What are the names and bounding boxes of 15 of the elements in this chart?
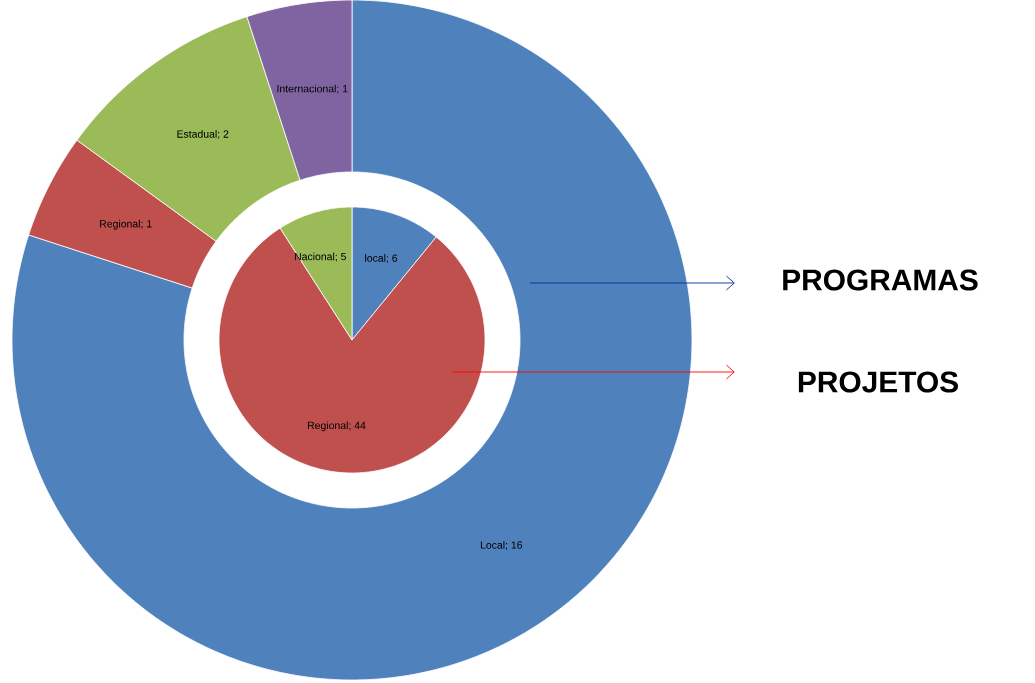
data-label: ; 5: [335, 252, 346, 262]
slice-label: Local: [480, 541, 505, 549]
data-label: ; 6: [386, 254, 398, 264]
slice-label: local: [365, 254, 386, 262]
text: PROGRAMAS: [783, 269, 978, 291]
text: PROJETOS: [798, 371, 958, 393]
data-label: ; 1: [337, 85, 348, 94]
data-label: ; 2: [218, 130, 229, 139]
slice-label: Estadual: [177, 130, 217, 138]
slice-label: Internacional: [277, 84, 336, 93]
slice-label: Regional: [100, 219, 140, 230]
data-label: ; 44: [349, 421, 366, 431]
data-label: ; 1: [141, 220, 152, 229]
slice-label: Regional: [307, 421, 348, 432]
data-label: ; 16: [506, 541, 523, 550]
